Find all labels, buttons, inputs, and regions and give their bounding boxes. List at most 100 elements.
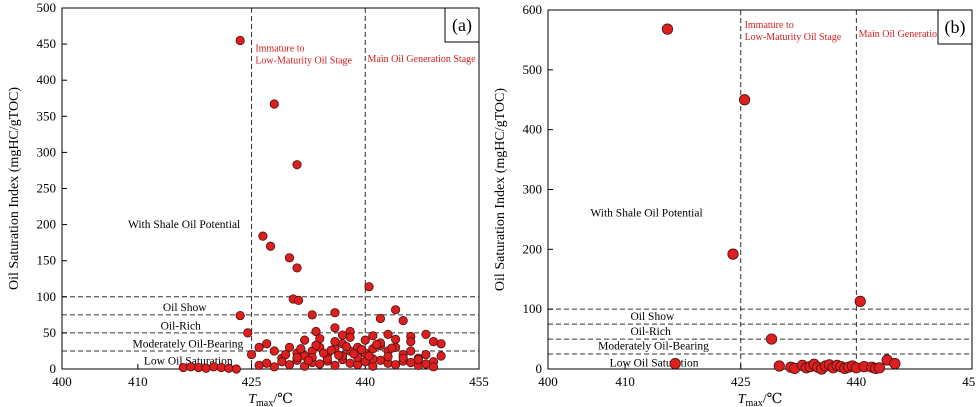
x-axis-title: Tmax/℃ (738, 392, 783, 407)
y-tick-label: 300 (37, 144, 57, 159)
y-tick-label: 0 (536, 361, 543, 376)
data-point (254, 360, 264, 370)
data-point (661, 23, 674, 35)
data-point (345, 332, 355, 342)
x-tick-label: 400 (52, 374, 72, 389)
data-point (387, 343, 397, 353)
data-point (398, 353, 408, 363)
y-tick-label: 400 (37, 72, 57, 87)
y-tick-label: 100 (37, 289, 57, 304)
data-point (269, 346, 279, 356)
data-point (258, 231, 268, 241)
data-point (284, 253, 295, 263)
stage-label: Immature to (255, 43, 304, 54)
x-tick-label: 425 (242, 374, 262, 389)
data-point (773, 360, 785, 372)
x-tick-label: 425 (731, 374, 751, 389)
panel-b: 400 410 425 440 455 0 100 200 300 400 500 600 Tmax/℃… (493, 2, 976, 407)
panel-label-box (444, 7, 480, 43)
data-point (292, 352, 302, 363)
data-point (356, 344, 367, 355)
data-point (436, 351, 446, 361)
data-point (406, 346, 416, 356)
data-point (383, 329, 393, 339)
data-point (262, 358, 272, 368)
data-point (421, 329, 431, 339)
region-label: Moderately Oil-Bearing (598, 340, 709, 352)
data-point (765, 333, 778, 345)
data-point (428, 362, 439, 372)
y-tick-label: 100 (523, 301, 543, 316)
data-point (243, 328, 253, 338)
y-tick-label: 150 (37, 253, 57, 268)
x-tick-label: 440 (847, 374, 867, 389)
y-tick-label: 0 (50, 361, 57, 376)
y-tick-label: 250 (37, 181, 57, 196)
stage-label: Low-Maturity Oil Stage (255, 55, 352, 66)
data-point (345, 358, 355, 368)
data-point (406, 336, 416, 347)
data-point (428, 336, 439, 347)
data-point (284, 342, 295, 352)
data-point (303, 355, 314, 365)
data-point (406, 357, 416, 368)
data-point (209, 362, 219, 372)
y-tick-label: 500 (523, 62, 543, 77)
data-point (390, 360, 401, 370)
data-point (349, 349, 359, 359)
region-label: With Shale Oil Potential (128, 219, 240, 231)
data-point (360, 335, 370, 345)
data-point (318, 348, 329, 358)
data-point (178, 362, 188, 373)
data-point (235, 310, 245, 321)
data-point (368, 331, 378, 341)
data-point (201, 363, 211, 373)
data-point (421, 359, 431, 369)
data-point (193, 362, 204, 373)
data-point (269, 362, 279, 372)
data-point (293, 295, 304, 306)
x-tick-label: 455 (469, 374, 489, 389)
data-point (436, 339, 446, 349)
region-label: Moderately Oil-Bearing (133, 338, 244, 350)
data-point (375, 313, 386, 324)
data-point (390, 305, 401, 315)
data-point (254, 342, 264, 352)
y-tick-label: 500 (37, 0, 57, 15)
y-tick-label: 450 (37, 36, 57, 51)
data-point (727, 248, 739, 260)
y-tick-label: 300 (523, 182, 543, 197)
data-point (873, 362, 886, 374)
data-point (364, 351, 374, 361)
region-label: Oil-Rich (630, 326, 670, 338)
data-point (334, 350, 344, 360)
region-label: Low Oil Saturation (610, 358, 699, 370)
plot-frame (547, 9, 973, 370)
data-point (231, 364, 241, 374)
data-point (738, 94, 751, 106)
data-point (307, 310, 317, 320)
data-point (398, 316, 408, 326)
panel-label: (a) (452, 15, 472, 36)
data-point (315, 359, 325, 369)
stage-label: Main Oil Generation Stage (859, 29, 968, 40)
data-point (337, 330, 348, 340)
data-point (216, 362, 226, 373)
stage-label: Immature to (745, 20, 794, 31)
y-tick-label: 400 (523, 122, 543, 137)
data-point (292, 263, 302, 273)
data-point (311, 340, 321, 350)
data-point (300, 335, 310, 345)
data-point (421, 349, 431, 360)
data-point (413, 355, 423, 365)
data-point (186, 362, 196, 372)
x-tick-label: 440 (356, 374, 376, 389)
y-tick-label: 600 (523, 2, 543, 17)
data-point (265, 241, 276, 251)
panel-label: (b) (945, 17, 966, 38)
data-point (330, 360, 340, 370)
data-point (326, 345, 336, 355)
data-point (330, 336, 340, 347)
region-label: Oil Show (630, 311, 674, 323)
region-label: Oil Show (163, 302, 207, 314)
